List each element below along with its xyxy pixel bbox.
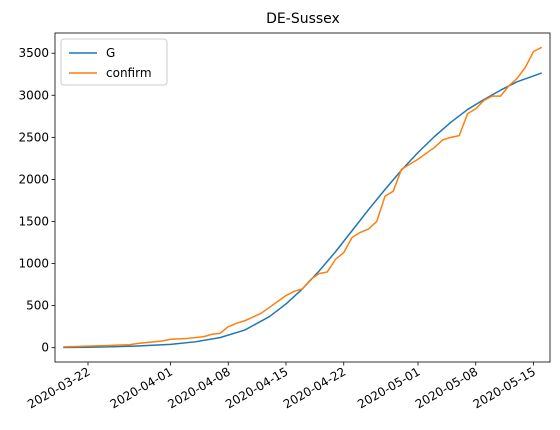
chart-title: DE-Sussex	[266, 11, 340, 27]
y-tick-label: 500	[26, 299, 49, 313]
series-line-confirm	[63, 46, 543, 348]
y-axis: 0 500 1000 1500 2000 2500 3000 3500	[18, 46, 55, 355]
legend-label-confirm: confirm	[106, 66, 152, 80]
y-tick-label: 1500	[18, 214, 49, 228]
y-tick-label: 2500	[18, 130, 49, 144]
series-line-G	[63, 72, 543, 349]
y-tick-label: 0	[41, 341, 49, 355]
legend-label-G: G	[106, 46, 115, 60]
y-tick-label: 3500	[18, 46, 49, 60]
y-tick-label: 2000	[18, 172, 49, 186]
plot-frame	[54, 32, 551, 363]
y-tick-label: 3000	[18, 88, 49, 102]
y-tick-label: 1000	[18, 257, 49, 271]
plot-area	[54, 32, 551, 363]
